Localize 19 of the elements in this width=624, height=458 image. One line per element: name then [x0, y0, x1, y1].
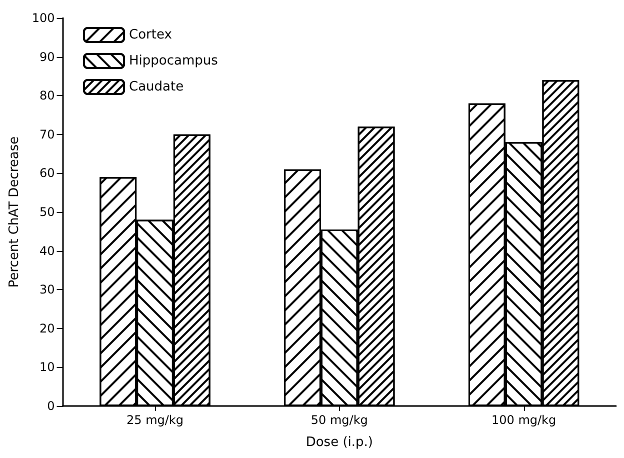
- legend-label: Caudate: [129, 80, 184, 94]
- x-axis-title: Dose (i.p.): [306, 435, 373, 450]
- y-tick-label: 60: [40, 166, 55, 180]
- y-tick-label: 10: [40, 360, 55, 374]
- x-tick-label: 50 mg/kg: [310, 413, 368, 427]
- x-tick-label: 100 mg/kg: [491, 413, 556, 427]
- y-tick-label: 50: [40, 205, 55, 219]
- x-tick-label: 25 mg/kg: [126, 413, 184, 427]
- legend-label: Cortex: [129, 28, 172, 42]
- legend-label: Hippocampus: [129, 54, 218, 68]
- y-tick-label: 30: [40, 282, 55, 297]
- y-tick-label: 70: [40, 127, 55, 142]
- y-tick-label: 100: [32, 11, 55, 25]
- y-tick-label: 90: [40, 50, 55, 64]
- y-tick-label: 20: [40, 321, 55, 336]
- y-tick-label: 80: [40, 88, 55, 103]
- y-tick-label: 0: [47, 399, 55, 413]
- y-tick-label: 40: [40, 244, 55, 258]
- y-axis-title: Percent ChAT Decrease: [7, 136, 22, 288]
